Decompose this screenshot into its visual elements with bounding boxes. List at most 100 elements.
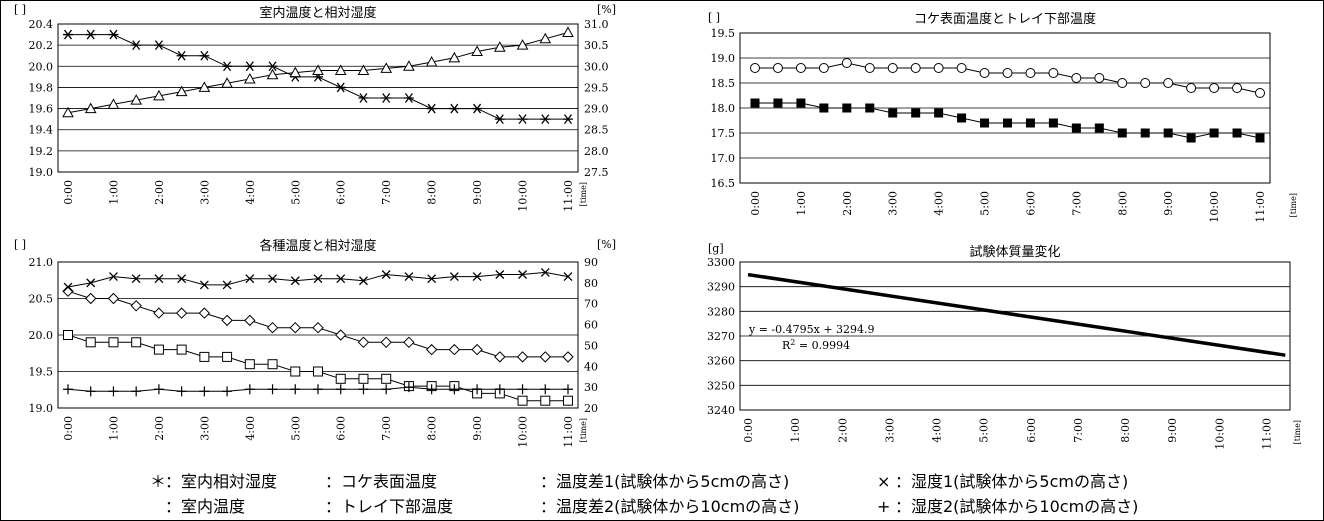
c0-ytick-right: 28.0 — [584, 145, 609, 158]
c1-series-1-point — [773, 98, 783, 108]
c2-series-3-point — [199, 386, 210, 397]
c3-xtick: 6:00 — [1025, 418, 1038, 443]
c2-series-2-point — [449, 272, 459, 282]
c1-series-0-point — [956, 63, 967, 73]
c3-xtick: 4:00 — [931, 418, 944, 443]
c1-series-0-point — [1255, 88, 1265, 98]
c1-series-1-point — [1209, 128, 1219, 138]
c2-series-0-point — [244, 314, 256, 327]
c0-series-0-point — [176, 50, 187, 61]
chart-specimen-mass: 3240 3250 3260 3270 3280 3290 3300 試験体質量変化 [g] 0:… — [707, 242, 1302, 450]
c0-series-1-point — [312, 64, 324, 76]
c2-series-1-point — [517, 395, 528, 406]
c0-series-1-point — [130, 94, 143, 105]
c2-series-2-point — [540, 267, 550, 277]
c2-series-3-point — [108, 386, 119, 397]
c0-title: 室内温度と相対湿度 — [259, 5, 376, 21]
c1-series-0-point — [1163, 78, 1174, 88]
c2-series-0-point — [562, 351, 574, 363]
c2-xlabel: [time] — [579, 418, 588, 442]
c2-ytick-right: 50 — [584, 339, 598, 352]
c2-series-0-point — [107, 292, 120, 305]
c1-series-1-point — [1094, 123, 1104, 133]
c2-series-3-point — [449, 384, 460, 395]
c2-series-0-point — [130, 300, 142, 312]
c2-series-2-point — [222, 280, 232, 290]
c2-series-2-point — [427, 274, 437, 284]
c0-xtick: 1:00 — [107, 180, 120, 205]
c3-xtick: 11:00 — [1260, 418, 1273, 450]
c2-series-3-point — [267, 384, 278, 395]
c2-ytick-right: 70 — [584, 298, 598, 311]
c0-series-0-point — [85, 29, 96, 40]
c1-series-1-point — [980, 118, 990, 128]
c3-title: 試験体質量変化 — [969, 244, 1060, 260]
c2-series-1-point — [63, 330, 73, 340]
c3-ylabel-left: [g] — [708, 242, 724, 255]
c0-series-0-point — [403, 93, 414, 103]
c1-series-1-point — [819, 103, 829, 113]
c1-xtick: 4:00 — [933, 191, 946, 216]
c1-series-1-point — [1003, 118, 1012, 128]
c2-series-1-point — [267, 359, 278, 370]
c0-series-1-point — [539, 32, 552, 44]
c3-series-0-line — [747, 272, 1286, 357]
c2-series-1-point — [381, 373, 392, 384]
c0-xlabel: [time] — [579, 182, 588, 206]
c0-series-0-point — [335, 82, 346, 93]
c0-ytick-left: 19.6 — [29, 103, 54, 116]
c1-series-1-point — [888, 108, 898, 118]
c2-series-2-point — [86, 278, 96, 288]
c0-series-1-point — [289, 66, 302, 78]
legend-symbol-x: × — [877, 472, 890, 491]
c2-series-0-point — [357, 336, 370, 349]
c0-series-0-point — [63, 29, 73, 40]
c0-series-1-point — [266, 68, 279, 80]
c2-xtick: 8:00 — [426, 416, 439, 441]
c2-series-1-point — [108, 337, 119, 348]
c0-xtick: 5:00 — [289, 180, 302, 205]
c0-series-1-point — [334, 64, 347, 76]
c2-series-2-point — [290, 276, 300, 286]
c2-series-0-point — [494, 351, 506, 363]
c0-series-1-point — [403, 60, 415, 71]
c2-title: 各種温度と相対湿度 — [259, 238, 376, 254]
c0-xtick: 9:00 — [471, 180, 484, 205]
c2-series-1-point — [358, 373, 369, 384]
c2-series-0-point — [153, 307, 165, 319]
c2-ylabel-right: [%] — [597, 238, 616, 251]
legend-label-tempdiff2: ：温度差2(試験体から10cmの高さ) — [540, 497, 799, 516]
c0-ytick-left: 20.2 — [29, 39, 54, 52]
legend: ＊ ：室内相対湿度 ：コケ表面温度 ：温度差1(試験体から5cmの高さ) × ：… — [150, 472, 1138, 516]
c2-ytick-left: 19.5 — [29, 366, 54, 379]
c2-series-2-point — [199, 280, 209, 290]
c3-ytick-left: 3280 — [707, 305, 735, 318]
c2-series-2-point — [313, 274, 323, 284]
c1-xtick: 9:00 — [1162, 191, 1175, 216]
legend-symbol-asterisk: ＊ — [150, 472, 166, 491]
c0-ytick-left: 20.4 — [29, 18, 54, 31]
c2-xtick: 0:00 — [62, 416, 75, 441]
c1-series-0-point — [750, 63, 760, 73]
c3-xtick: 2:00 — [836, 418, 849, 443]
c1-xtick: 1:00 — [795, 191, 808, 216]
c3-xtick: 9:00 — [1166, 418, 1179, 443]
c2-series-0-point — [539, 351, 551, 363]
c2-ytick-right: 40 — [584, 360, 598, 373]
c2-series-0-point — [289, 321, 301, 334]
c2-series-1-point — [222, 351, 233, 362]
c3-ytick-left: 3240 — [707, 404, 735, 417]
c2-series-2-point — [472, 272, 482, 282]
legend-label-humidity1: ：湿度1(試験体から5cmの高さ) — [895, 472, 1128, 491]
c1-series-0-point — [1048, 68, 1059, 78]
c2-ytick-right: 90 — [584, 256, 598, 269]
c2-ytick-right: 20 — [584, 402, 598, 415]
c1-series-0-point — [1025, 68, 1036, 78]
c2-ytick-right: 30 — [584, 381, 598, 394]
c2-series-1-point — [131, 337, 142, 348]
legend-label-indoor-temp: ：室内温度 — [165, 497, 245, 516]
c1-series-0-point — [795, 63, 806, 73]
c1-series-1-point — [1025, 118, 1035, 128]
c0-xtick: 10:00 — [517, 180, 530, 212]
c2-series-0-point — [380, 336, 392, 349]
